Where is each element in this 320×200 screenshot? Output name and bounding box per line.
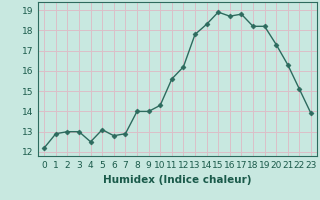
X-axis label: Humidex (Indice chaleur): Humidex (Indice chaleur) (103, 175, 252, 185)
